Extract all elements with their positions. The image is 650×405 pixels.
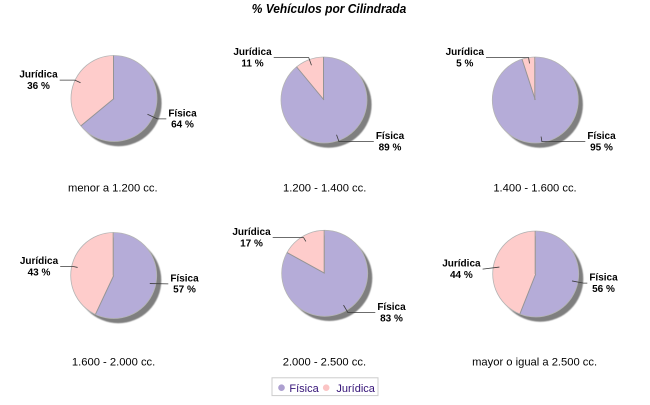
svg-text:mayor o igual a 2.500 cc.: mayor o igual a 2.500 cc. — [472, 356, 597, 368]
svg-text:Jurídica: Jurídica — [446, 47, 485, 58]
svg-text:83 %: 83 % — [380, 313, 403, 324]
svg-text:2.000 - 2.500 cc.: 2.000 - 2.500 cc. — [283, 356, 366, 368]
svg-text:Física: Física — [170, 273, 199, 284]
svg-text:36 %: 36 % — [27, 81, 50, 92]
svg-text:17 %: 17 % — [240, 238, 263, 249]
svg-text:11 %: 11 % — [241, 58, 263, 69]
svg-text:Jurídica: Jurídica — [336, 383, 375, 395]
svg-text:89 %: 89 % — [379, 142, 402, 153]
svg-text:Jurídica: Jurídica — [232, 227, 271, 238]
svg-text:Física: Física — [587, 131, 616, 142]
svg-text:43 %: 43 % — [28, 267, 51, 278]
svg-text:1.600 - 2.000 cc.: 1.600 - 2.000 cc. — [72, 356, 155, 368]
svg-text:Jurídica: Jurídica — [233, 47, 272, 58]
svg-text:% Vehículos por Cilindrada: % Vehículos por Cilindrada — [252, 1, 407, 16]
svg-text:56 %: 56 % — [592, 284, 615, 295]
svg-text:1.200 - 1.400 cc.: 1.200 - 1.400 cc. — [283, 182, 366, 194]
svg-text:1.400 - 1.600 cc.: 1.400 - 1.600 cc. — [493, 182, 576, 194]
svg-text:menor a 1.200 cc.: menor a 1.200 cc. — [68, 182, 158, 194]
svg-text:Jurídica: Jurídica — [442, 259, 481, 270]
svg-text:Jurídica: Jurídica — [19, 70, 58, 81]
svg-text:Jurídica: Jurídica — [20, 256, 59, 267]
svg-text:5 %: 5 % — [456, 58, 473, 69]
svg-text:Física: Física — [377, 302, 406, 313]
svg-text:64 %: 64 % — [171, 120, 194, 131]
svg-text:Física: Física — [289, 383, 319, 395]
svg-text:Física: Física — [589, 273, 618, 284]
svg-text:57 %: 57 % — [173, 285, 196, 296]
svg-text:Física: Física — [168, 108, 197, 119]
svg-text:95 %: 95 % — [590, 142, 613, 153]
svg-text:44 %: 44 % — [450, 270, 473, 281]
svg-text:Física: Física — [376, 131, 405, 142]
